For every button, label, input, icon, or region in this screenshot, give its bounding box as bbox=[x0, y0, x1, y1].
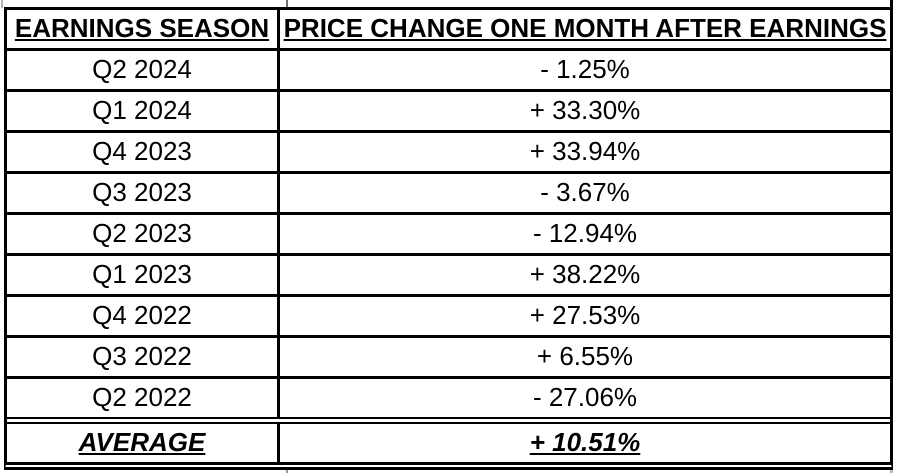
change-cell: + 33.94% bbox=[280, 133, 890, 171]
table-average-row: AVERAGE + 10.51% bbox=[7, 424, 890, 462]
header-cell-season: EARNINGS SEASON bbox=[7, 10, 280, 48]
table-row: Q2 2024 - 1.25% bbox=[7, 51, 890, 92]
season-cell: Q2 2024 bbox=[7, 51, 280, 89]
season-cell: Q1 2023 bbox=[7, 256, 280, 294]
change-value: - 1.25% bbox=[540, 54, 630, 84]
change-cell: - 1.25% bbox=[280, 51, 890, 89]
season-cell: Q2 2023 bbox=[7, 215, 280, 253]
table-row: Q1 2024 + 33.30% bbox=[7, 92, 890, 133]
season-label: Q2 2022 bbox=[92, 382, 192, 412]
average-value: + 10.51% bbox=[529, 427, 641, 457]
gridline-stub-top-mid bbox=[286, 0, 288, 8]
change-cell: + 38.22% bbox=[280, 256, 890, 294]
change-cell: - 3.67% bbox=[280, 174, 890, 212]
table-row: Q4 2023 + 33.94% bbox=[7, 133, 890, 174]
change-value: + 6.55% bbox=[536, 341, 634, 371]
season-label: Q4 2023 bbox=[92, 136, 192, 166]
table-row: Q4 2022 + 27.53% bbox=[7, 297, 890, 338]
header-label-season: EARNINGS SEASON bbox=[14, 13, 270, 43]
season-label: Q4 2022 bbox=[92, 300, 192, 330]
season-label: Q2 2024 bbox=[92, 54, 192, 84]
average-value-cell: + 10.51% bbox=[280, 424, 890, 462]
season-label: Q2 2023 bbox=[92, 218, 192, 248]
season-label: Q3 2022 bbox=[92, 341, 192, 371]
season-cell: Q4 2023 bbox=[7, 133, 280, 171]
table-row: Q2 2022 - 27.06% bbox=[7, 379, 890, 424]
table-row: Q2 2023 - 12.94% bbox=[7, 215, 890, 256]
change-cell: - 27.06% bbox=[280, 379, 890, 417]
season-cell: Q2 2022 bbox=[7, 379, 280, 417]
change-value: + 27.53% bbox=[529, 300, 641, 330]
change-cell: + 27.53% bbox=[280, 297, 890, 335]
change-value: - 3.67% bbox=[540, 177, 630, 207]
change-value: - 27.06% bbox=[532, 382, 638, 412]
earnings-table: EARNINGS SEASON PRICE CHANGE ONE MONTH A… bbox=[4, 7, 893, 470]
season-cell: Q3 2023 bbox=[7, 174, 280, 212]
gridline-stub-top-right bbox=[890, 0, 893, 8]
average-label: AVERAGE bbox=[78, 427, 206, 457]
header-label-price-change: PRICE CHANGE ONE MONTH AFTER EARNINGS bbox=[283, 13, 887, 43]
change-cell: + 33.30% bbox=[280, 92, 890, 130]
change-value: + 38.22% bbox=[529, 259, 641, 289]
change-cell: + 6.55% bbox=[280, 338, 890, 376]
gridline-stub-bottom-right bbox=[890, 469, 893, 473]
gridline-stub-bottom-mid bbox=[286, 469, 288, 473]
header-cell-price-change: PRICE CHANGE ONE MONTH AFTER EARNINGS bbox=[280, 10, 890, 48]
change-value: + 33.94% bbox=[529, 136, 641, 166]
season-cell: Q1 2024 bbox=[7, 92, 280, 130]
table-header-row: EARNINGS SEASON PRICE CHANGE ONE MONTH A… bbox=[7, 10, 890, 51]
gridline-stub-top-left bbox=[1, 0, 3, 8]
table-row: Q3 2022 + 6.55% bbox=[7, 338, 890, 379]
season-cell: Q3 2022 bbox=[7, 338, 280, 376]
change-value: + 33.30% bbox=[529, 95, 641, 125]
table-row: Q1 2023 + 38.22% bbox=[7, 256, 890, 297]
season-cell: Q4 2022 bbox=[7, 297, 280, 335]
season-label: Q1 2023 bbox=[92, 259, 192, 289]
average-label-cell: AVERAGE bbox=[7, 424, 280, 462]
change-value: - 12.94% bbox=[532, 218, 638, 248]
season-label: Q1 2024 bbox=[92, 95, 192, 125]
season-label: Q3 2023 bbox=[92, 177, 192, 207]
change-cell: - 12.94% bbox=[280, 215, 890, 253]
table-row: Q3 2023 - 3.67% bbox=[7, 174, 890, 215]
